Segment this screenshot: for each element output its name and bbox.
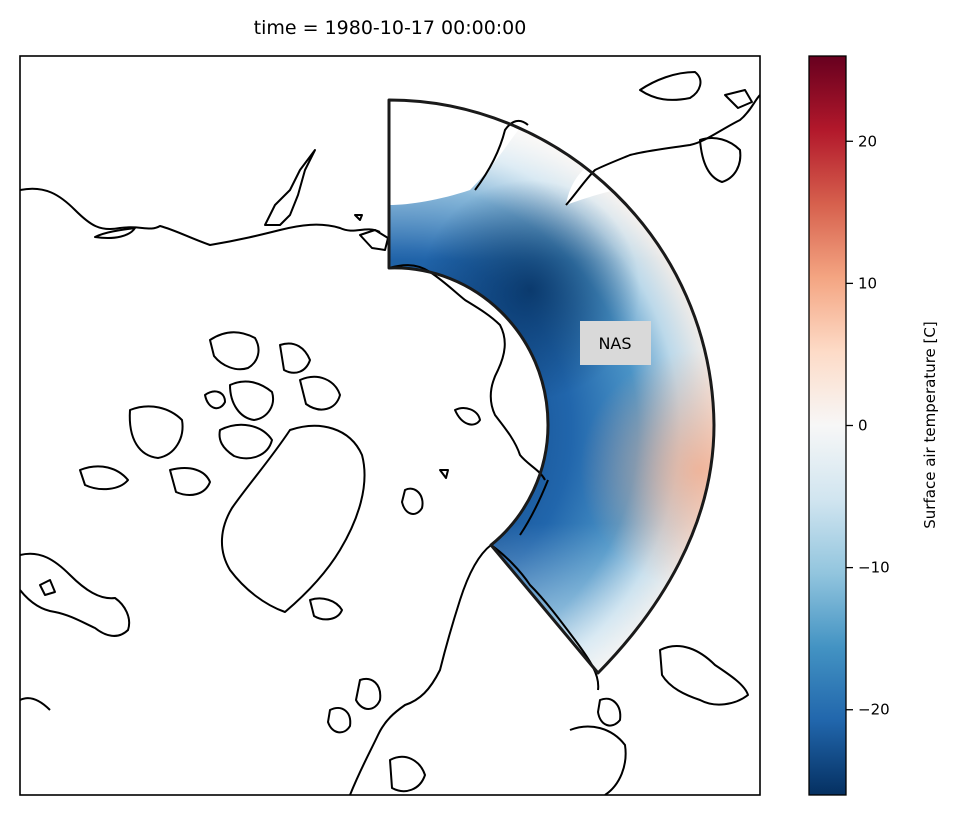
colorbar-bar [808, 55, 847, 796]
colorbar-label: Surface air temperature [C] [921, 321, 939, 528]
colorbar-tick-label: 10 [858, 274, 877, 292]
colorbar-tick-label: 0 [858, 417, 868, 435]
colorbar: 20 10 0 −10 −20 Surface air temperature [C] [808, 55, 939, 796]
region-label: NAS [580, 321, 651, 365]
colorbar-ticks: 20 10 0 −10 −20 [846, 132, 890, 719]
region-label-text: NAS [598, 334, 631, 353]
colorbar-tick-label: 20 [858, 132, 877, 150]
coastlines [20, 71, 760, 795]
colorbar-tick-label: −20 [858, 701, 890, 719]
region-outline [387, 98, 716, 675]
map-frame [19, 55, 761, 796]
map-title: time = 1980-10-17 00:00:00 [253, 17, 527, 39]
colorbar-tick-label: −10 [858, 559, 890, 577]
temperature-field [389, 100, 714, 673]
